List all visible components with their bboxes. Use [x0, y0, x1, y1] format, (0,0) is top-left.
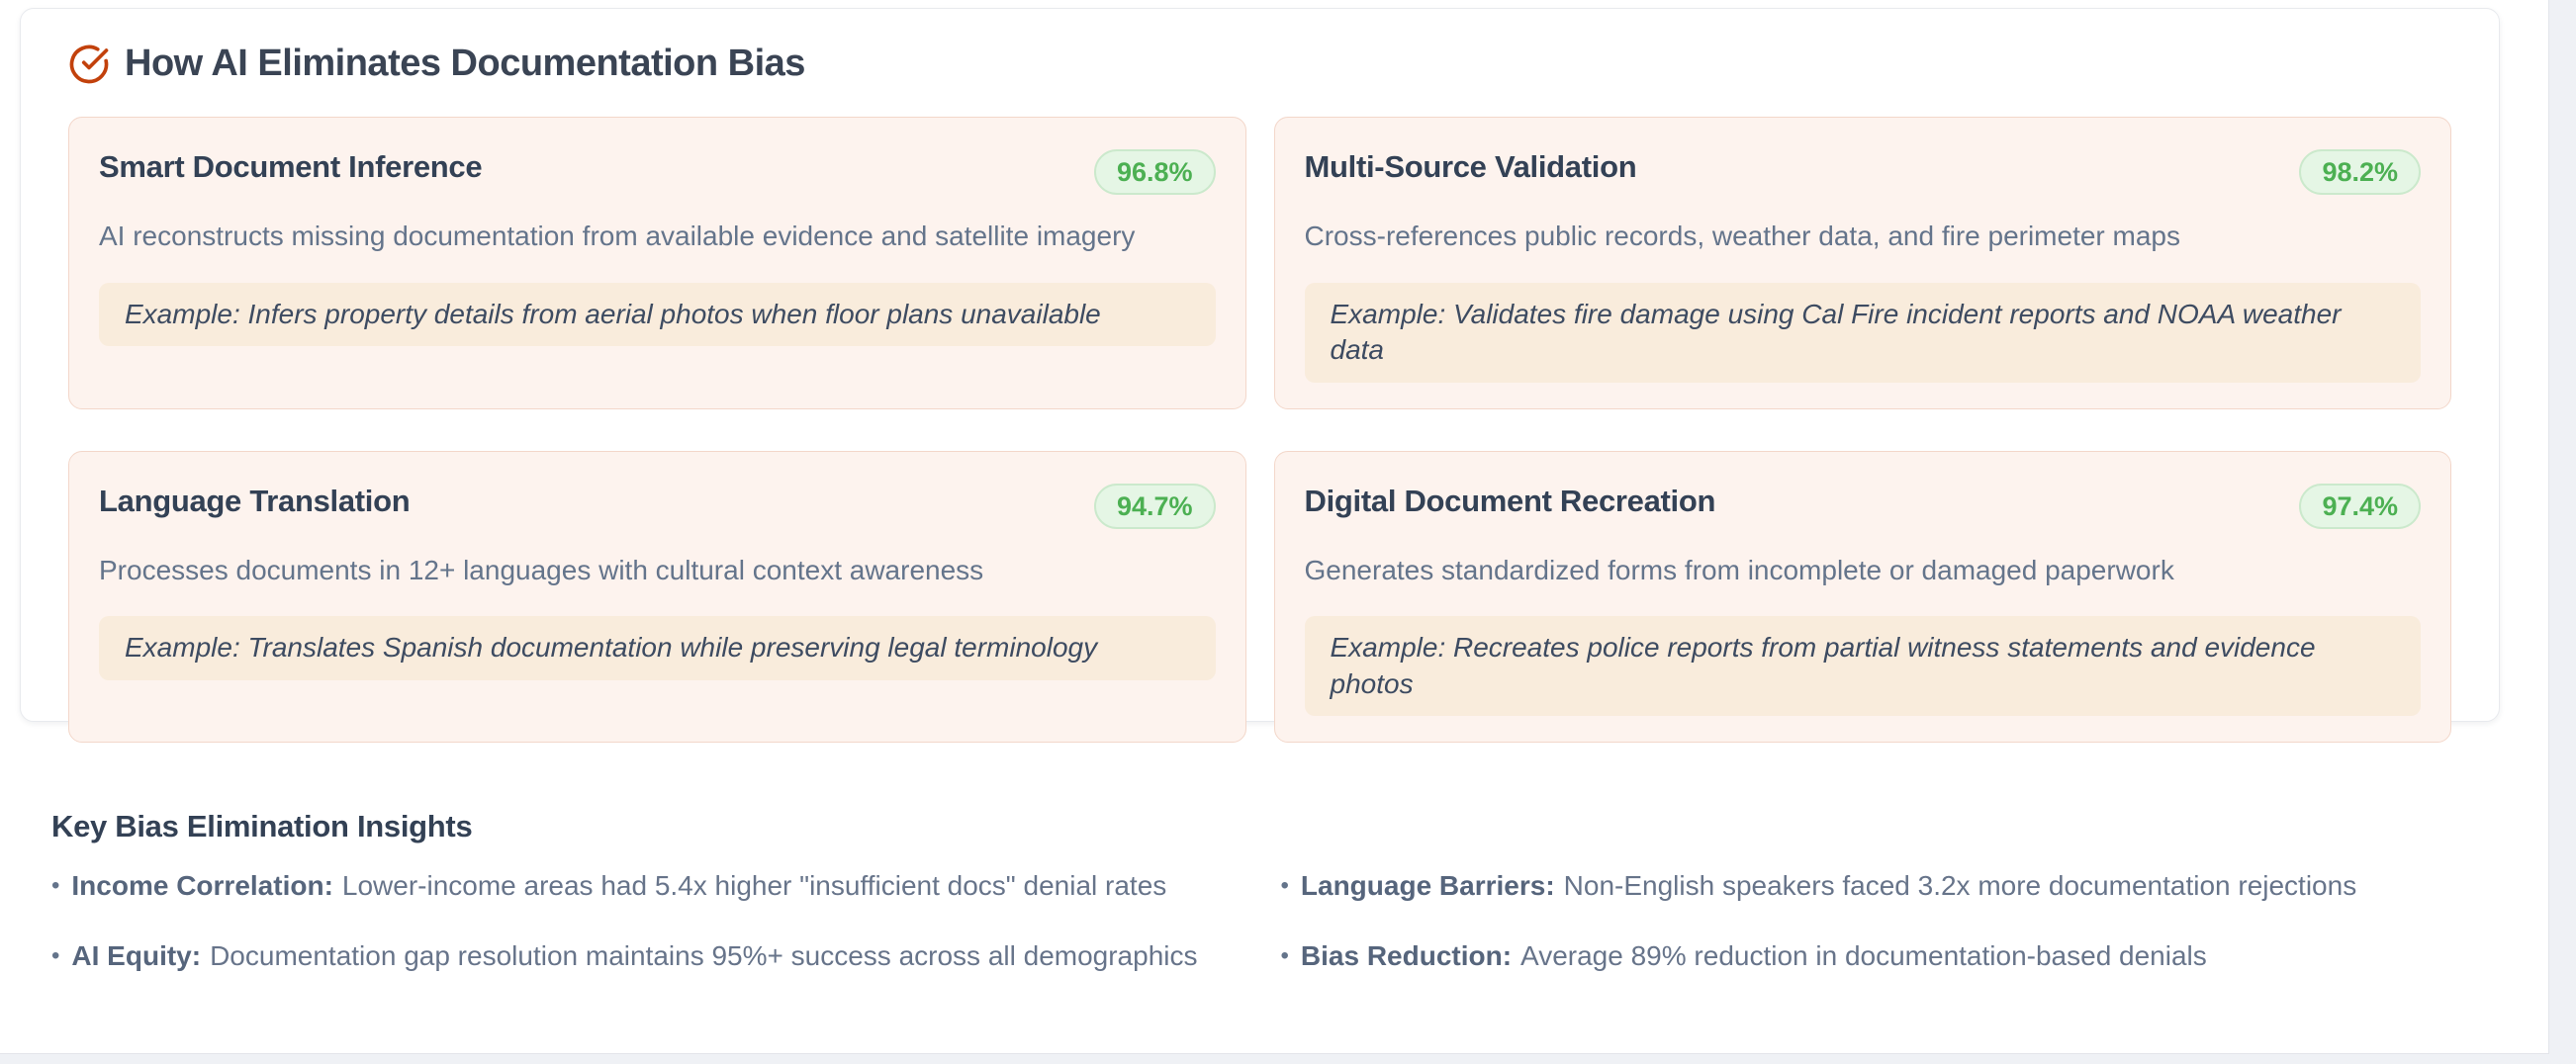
- insight-label: Language Barriers:: [1300, 870, 1555, 901]
- insights-grid: • Income Correlation: Lower-income areas h…: [51, 866, 2500, 975]
- card-description: Processes documents in 12+ languages wit…: [99, 554, 984, 585]
- card-description: Generates standardized forms from incomp…: [1304, 554, 2174, 585]
- panel-header: How AI Eliminates Documentation Bias: [68, 43, 2451, 85]
- card-description: AI reconstructs missing documentation fr…: [99, 221, 1136, 252]
- card-header-row: Multi-Source Validation 98.2%: [1304, 149, 2421, 196]
- card-digital-document-recreation: Digital Document Recreation 97.4% Genera…: [1273, 450, 2451, 744]
- card-title: Multi-Source Validation: [1304, 149, 1637, 184]
- insights-heading: Key Bias Elimination Insights: [51, 809, 473, 843]
- insight-text: Documentation gap resolution maintains 9…: [210, 940, 1198, 972]
- card-multi-source-validation: Multi-Source Validation 98.2% Cross-refe…: [1273, 117, 2451, 409]
- card-example: Example: Recreates police reports from p…: [1304, 616, 2421, 717]
- card-language-translation: Language Translation 94.7% Processes doc…: [68, 450, 1246, 744]
- insight-label: Income Correlation:: [71, 870, 333, 901]
- bullet-icon: •: [51, 942, 60, 970]
- insight-label: AI Equity:: [71, 940, 202, 972]
- card-title: Language Translation: [99, 483, 411, 518]
- insight-text: Average 89% reduction in documentation-b…: [1520, 940, 2207, 972]
- accuracy-badge: 94.7%: [1093, 483, 1216, 529]
- insight-text: Lower-income areas had 5.4x higher "insu…: [341, 870, 1167, 901]
- card-example: Example: Translates Spanish documentatio…: [99, 616, 1216, 680]
- documentation-bias-panel: How AI Eliminates Documentation Bias Sma…: [20, 8, 2500, 744]
- insights-section: Key Bias Elimination Insights • Income Co…: [51, 809, 2500, 975]
- card-example: Example: Infers property details from ae…: [99, 282, 1216, 347]
- bullet-icon: •: [51, 872, 60, 899]
- bullet-icon: •: [1280, 942, 1289, 970]
- card-example: Example: Validates fire damage using Cal…: [1304, 282, 2421, 383]
- bullet-icon: •: [1280, 872, 1289, 899]
- card-header-row: Language Translation 94.7%: [99, 483, 1216, 529]
- card-header-row: Smart Document Inference 96.8%: [99, 149, 1216, 196]
- accuracy-badge: 97.4%: [2299, 483, 2421, 529]
- insight-ai-equity: • AI Equity: Documentation gap resolution …: [51, 936, 1271, 975]
- accuracy-badge: 96.8%: [1093, 149, 1216, 196]
- card-header-row: Digital Document Recreation 97.4%: [1304, 483, 2421, 529]
- card-title: Digital Document Recreation: [1304, 483, 1716, 518]
- insight-language-barriers: • Language Barriers: Non-English speakers …: [1281, 866, 2501, 905]
- accuracy-badge: 98.2%: [2299, 149, 2421, 196]
- check-circle-icon: [68, 44, 110, 85]
- insight-label: Bias Reduction:: [1300, 940, 1513, 972]
- card-description: Cross-references public records, weather…: [1304, 221, 2181, 252]
- insight-income-correlation: • Income Correlation: Lower-income areas h…: [51, 866, 1271, 905]
- insight-bias-reduction: • Bias Reduction: Average 89% reduction in…: [1281, 936, 2501, 975]
- card-smart-document-inference: Smart Document Inference 96.8% AI recons…: [68, 117, 1246, 409]
- panel-title: How AI Eliminates Documentation Bias: [125, 43, 805, 84]
- insight-text: Non-English speakers faced 3.2x more doc…: [1563, 870, 2357, 901]
- capability-cards-grid: Smart Document Inference 96.8% AI recons…: [68, 117, 2451, 744]
- card-title: Smart Document Inference: [99, 149, 483, 184]
